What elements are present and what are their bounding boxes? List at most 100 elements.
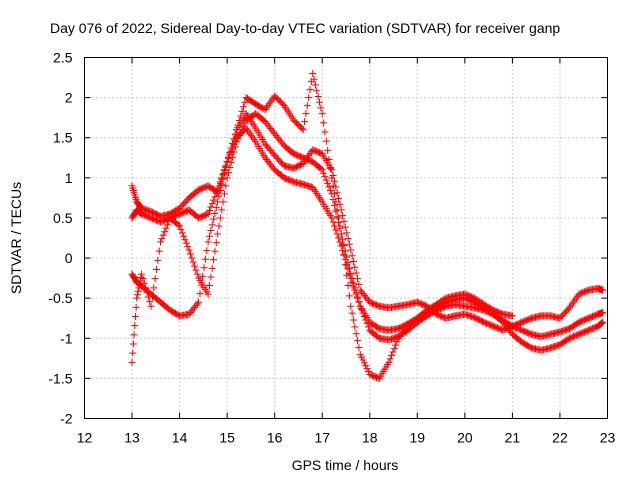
data-point [216, 178, 224, 186]
data-point [218, 206, 226, 214]
data-point [151, 275, 159, 283]
data-point [215, 182, 223, 190]
data-point [174, 221, 182, 229]
data-point [147, 302, 155, 310]
data-point [322, 137, 330, 145]
data-point [341, 223, 349, 231]
data-point [597, 319, 605, 327]
data-point [157, 238, 165, 246]
data-point [186, 250, 194, 258]
data-point [340, 241, 348, 249]
data-point [328, 174, 336, 182]
data-point [128, 358, 136, 366]
data-point [204, 210, 212, 218]
data-point [131, 322, 139, 330]
data-point [332, 198, 340, 206]
data-point [205, 232, 213, 240]
data-point [180, 232, 188, 240]
data-point [237, 128, 245, 136]
data-point [329, 182, 337, 190]
data-point [332, 226, 340, 234]
data-point [143, 288, 151, 296]
data-point [328, 166, 336, 174]
data-points [128, 70, 607, 382]
data-point [133, 291, 141, 299]
data-point [332, 207, 340, 215]
data-point [177, 225, 185, 233]
data-point [349, 257, 357, 265]
data-point [159, 231, 167, 239]
data-point [318, 166, 326, 174]
data-point [352, 288, 360, 296]
data-point [598, 319, 606, 327]
data-point [148, 293, 156, 301]
data-point [321, 128, 329, 136]
data-point [333, 213, 341, 221]
data-point [320, 119, 328, 127]
data-point [230, 135, 238, 143]
data-point [348, 275, 356, 283]
x-tick-label: 16 [267, 430, 283, 446]
data-point [321, 173, 329, 181]
y-tick-label: 1 [65, 170, 73, 186]
data-point [362, 362, 370, 370]
data-point [181, 236, 189, 244]
x-tick-label: 19 [410, 430, 426, 446]
data-point [364, 323, 372, 331]
x-tick-label: 18 [362, 430, 378, 446]
data-point [205, 206, 213, 214]
data-point [220, 166, 228, 174]
data-point [335, 234, 343, 242]
data-point [214, 230, 222, 238]
y-tick-label: 1.5 [53, 130, 73, 146]
y-tick-label: -2 [60, 411, 73, 427]
data-point [210, 196, 218, 204]
grid-lines [84, 57, 608, 419]
data-point [305, 94, 313, 102]
data-point [212, 189, 220, 197]
data-point [218, 174, 226, 182]
data-point [351, 323, 359, 331]
data-point [192, 266, 200, 274]
data-point [345, 240, 353, 248]
data-point [241, 119, 249, 127]
y-tick-label: 0.5 [53, 210, 73, 226]
data-point [306, 86, 314, 94]
y-tick-label: 2 [65, 90, 73, 106]
data-point [241, 98, 249, 106]
data-point [191, 262, 199, 270]
data-point [130, 331, 138, 339]
data-point [136, 280, 144, 288]
data-point [303, 102, 311, 110]
data-point [352, 330, 360, 338]
data-point [211, 193, 219, 201]
data-point [193, 270, 201, 278]
data-point [354, 337, 362, 345]
data-point [325, 183, 333, 191]
data-point [343, 260, 351, 268]
data-point [326, 186, 334, 194]
data-point [139, 275, 147, 283]
data-point [201, 255, 209, 263]
data-point [508, 312, 516, 320]
data-point [207, 203, 215, 211]
x-tick-label: 23 [600, 430, 616, 446]
data-point [310, 75, 318, 83]
data-point [158, 235, 166, 243]
data-point [163, 221, 171, 229]
data-point [211, 247, 219, 255]
data-point [176, 222, 184, 230]
x-axis-label: GPS time / hours [292, 457, 399, 473]
data-point [216, 214, 224, 222]
data-point [340, 251, 348, 259]
data-point [234, 121, 242, 129]
x-tick-label: 15 [219, 430, 235, 446]
x-tick-label: 14 [172, 430, 188, 446]
data-point [599, 309, 607, 317]
data-point [182, 239, 190, 247]
data-point [299, 126, 307, 134]
data-point [360, 359, 368, 367]
data-point [196, 290, 204, 298]
data-point [335, 214, 343, 222]
data-point [226, 149, 234, 157]
